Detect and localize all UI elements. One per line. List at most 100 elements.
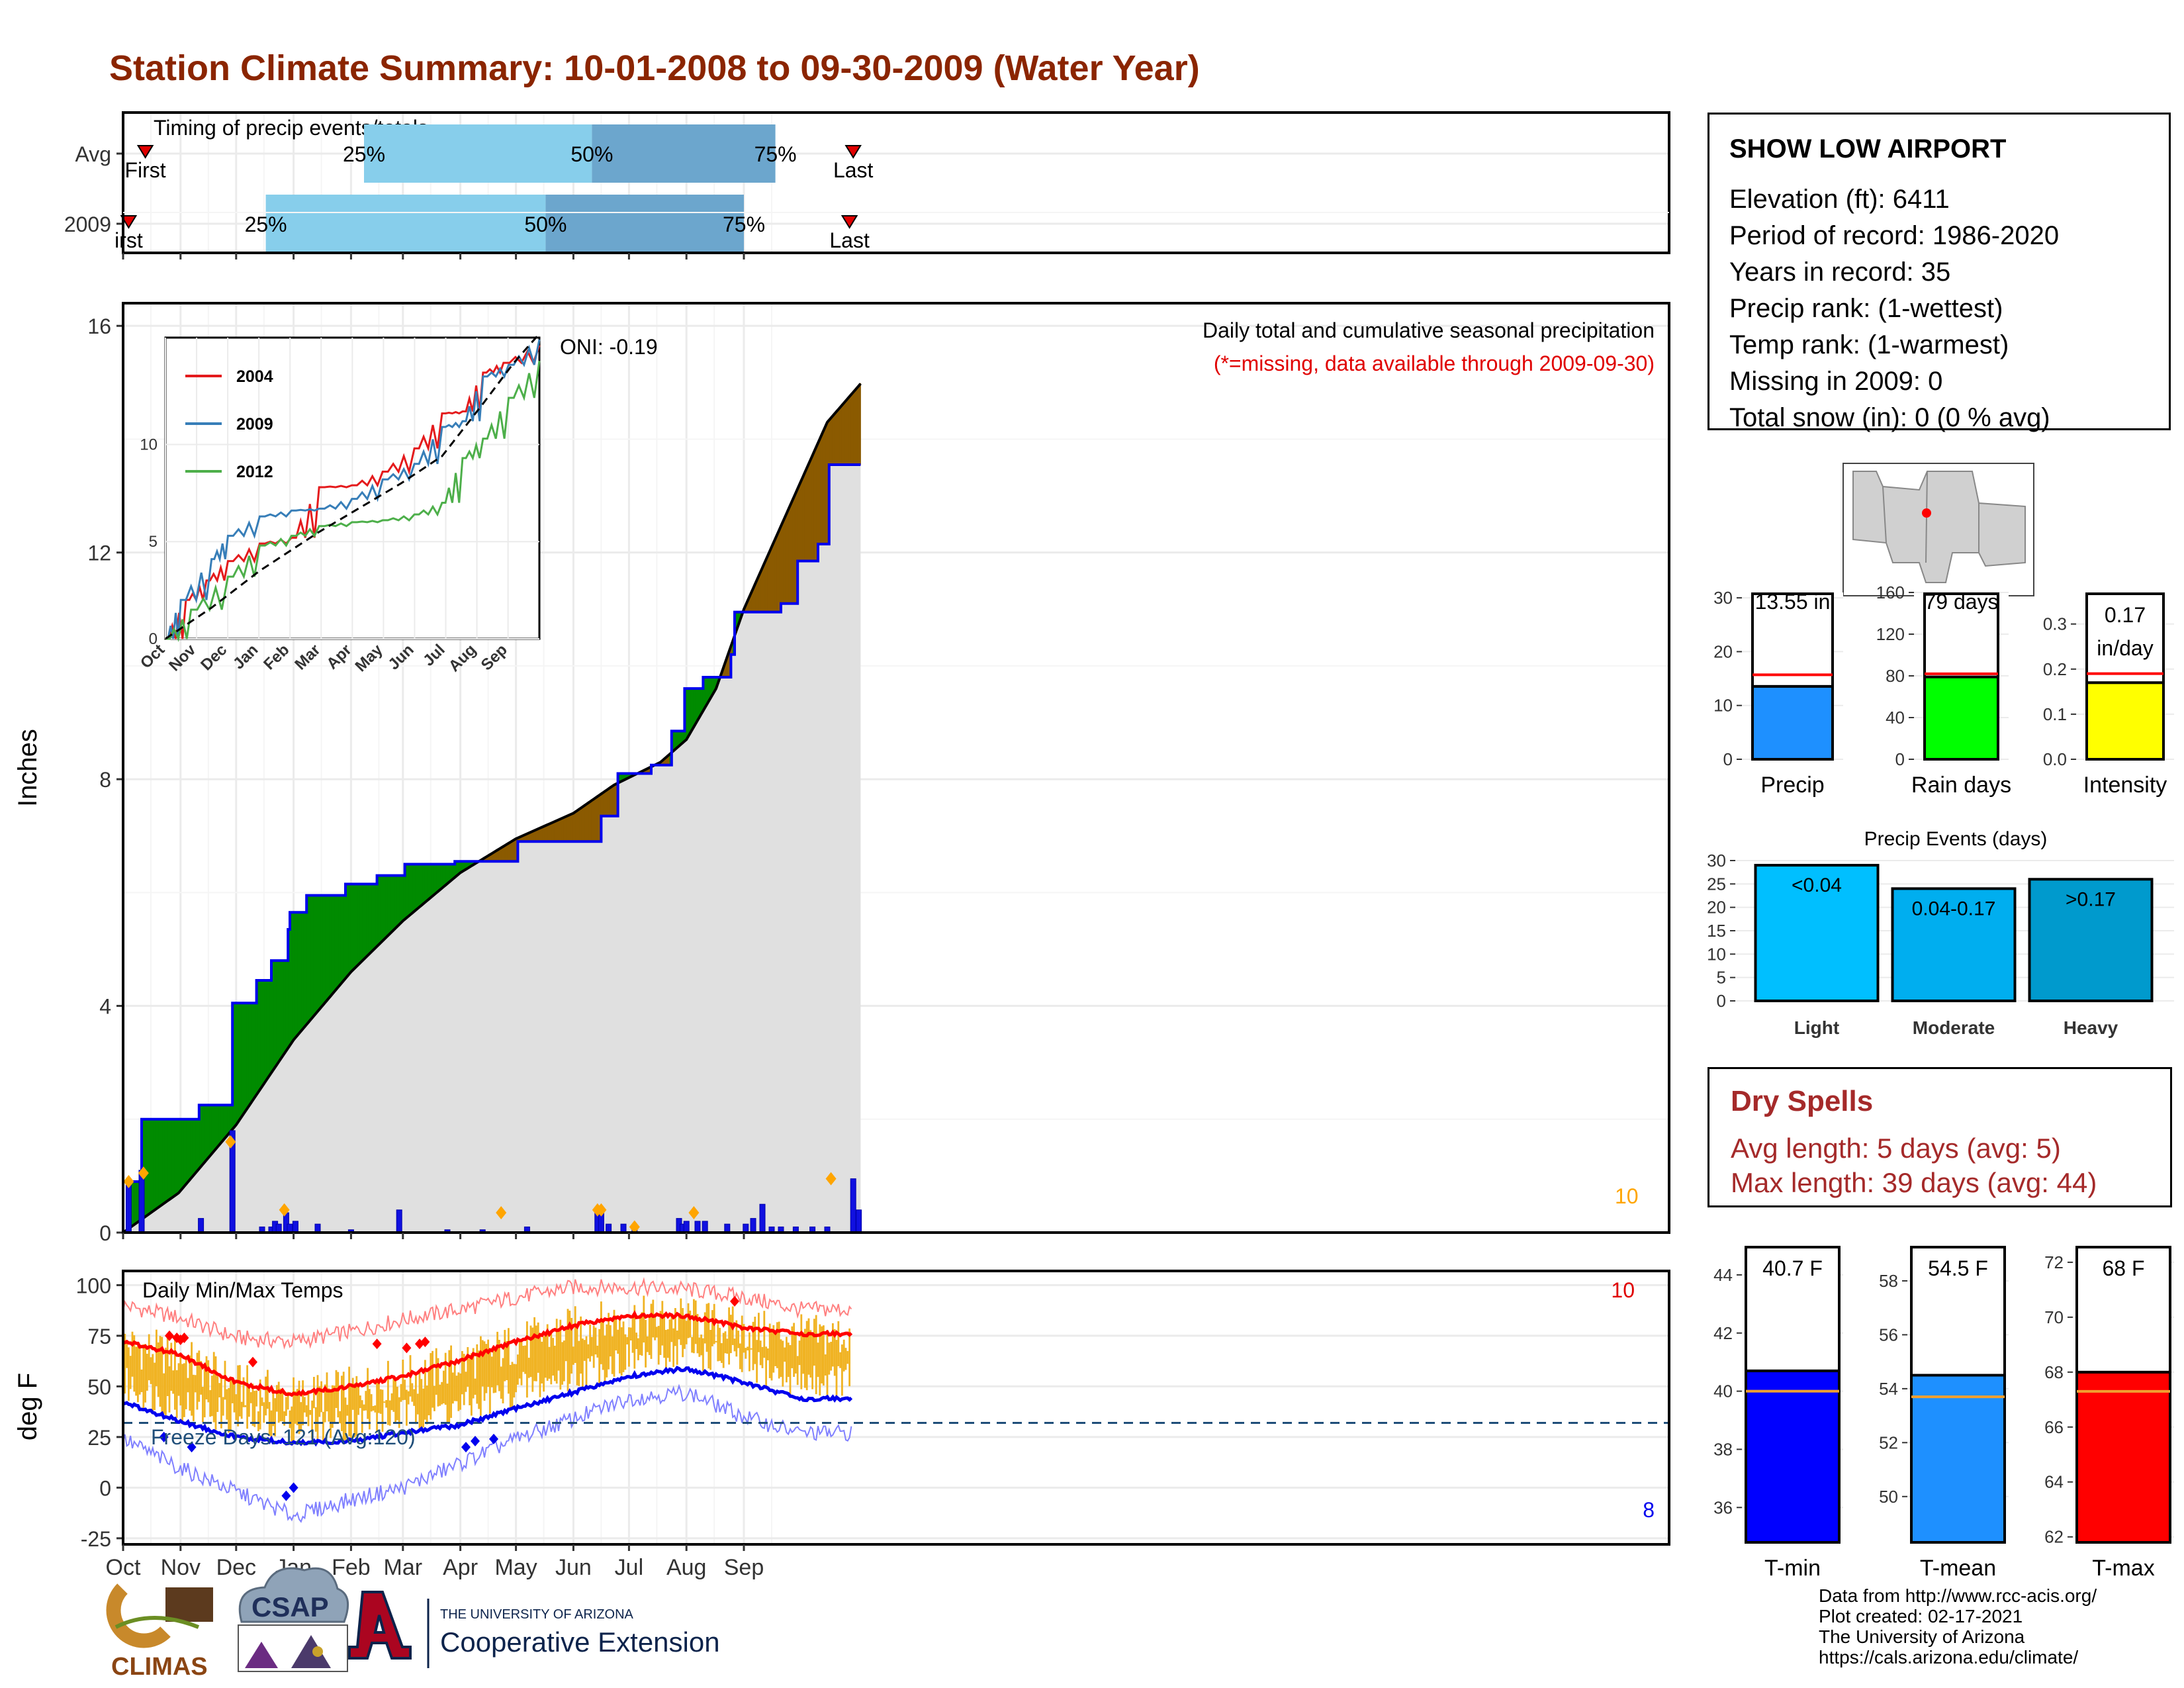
tavg-category-label: T-max [2092,1556,2154,1581]
daily-temp-bar [529,1325,532,1378]
daily-temp-bar [448,1350,451,1423]
daily-temp-bar [224,1360,226,1400]
tavg-value-label: 54.5 F [1928,1256,1988,1280]
daily-record-marker [279,1203,290,1217]
station-row: Temp rank: (1-warmest) [1729,330,2009,359]
daily-temp-bar [594,1327,597,1355]
daily-temp-bar [844,1348,847,1370]
station-row: Period of record: 1986-2020 [1729,221,2060,250]
daily-temp-bar [156,1329,158,1387]
daily-temp-bar [515,1364,517,1393]
daily-temp-bar [404,1380,406,1400]
daily-temp-bar [517,1354,519,1385]
timing-pct-label: 50% [570,142,613,166]
daily-temp-bar [589,1324,591,1362]
daily-temps-panel: -25 0 25 50 75 100 Daily Min/Max Temps Freeze D… [13,1270,1670,1580]
daily-temp-bar [359,1395,361,1409]
daily-temp-bar [135,1346,137,1396]
credits: Data from http://www.rcc-acis.org/Plot c… [1819,1585,2097,1667]
daily-temp-bar [339,1411,341,1424]
daily-temp-bar [687,1303,690,1338]
daily-temp-bar [552,1338,554,1376]
daily-temp-bar [196,1352,199,1410]
daily-temp-bar [498,1340,500,1391]
daily-temp-bar [257,1411,259,1432]
timing-frame [122,111,1670,254]
y-tick-label: 70 [2044,1307,2064,1327]
station-location-marker [1922,508,1931,518]
timing-pct-label: 75% [754,142,797,166]
daily-temp-bar [548,1346,551,1379]
daily-temp-bar [705,1303,708,1352]
daily-temp-bar [778,1321,780,1379]
daily-temp-bar [717,1324,719,1362]
avg-min-line [122,1366,853,1447]
record-low-marker [281,1490,291,1501]
daily-temp-bar [471,1353,473,1416]
record-low-marker [289,1482,298,1493]
daily-temp-bar [450,1345,452,1418]
timing-bar-25-50 [364,124,592,183]
daily-temp-bar [728,1307,730,1365]
dry-spells-title: Dry Spells [1731,1085,1874,1117]
daily-temp-bar [415,1374,417,1425]
daily-temp-bar [786,1336,788,1383]
daily-temp-bar [811,1334,813,1389]
timing-bar-25-50 [265,195,546,253]
daily-temp-bar [524,1345,526,1374]
daily-temp-bar [496,1331,498,1385]
daily-temp-bar [214,1356,217,1430]
daily-temp-bar [617,1329,619,1354]
daily-temp-bar [543,1336,545,1392]
totals-bar-frame-2 [2085,592,2165,684]
event-bar-heavy [2028,878,2154,1003]
y-tick-label: 44 [1713,1265,1733,1285]
timing-bar-50-75 [545,195,744,253]
event-category-label: Light [1794,1017,1839,1038]
daily-temp-bar [283,1411,285,1426]
oni-annotation: ONI: -0.19 [560,335,658,359]
daily-temp-bar [328,1388,330,1422]
station-row: Total snow (in): 0 (0 % avg) [1729,403,2050,432]
daily-temp-bar [776,1322,778,1368]
y-tick-label: 25 [87,1426,111,1450]
timing-pct-label: 25% [343,142,385,166]
daily-temp-bar [648,1314,651,1355]
daily-temp-bar [678,1315,680,1340]
daily-temp-bar [205,1356,208,1400]
daily-temp-bar [492,1345,495,1393]
avg-max-line [122,1310,853,1397]
totals-category-label: Intensity [2083,773,2167,798]
daily-temp-bar [272,1391,275,1427]
daily-temp-bar [545,1336,547,1378]
daily-temp-bar [483,1341,486,1401]
record-high-marker [248,1356,257,1368]
daily-temp-bar [291,1406,293,1443]
precip-events-panel: 0 5 10 15 20 25 30 Precip Events (days) <0.04 Lig… [1707,828,2174,1038]
daily-temp-bar [668,1319,671,1362]
daily-temp-bar [348,1366,350,1436]
departure-segment [858,383,861,465]
daily-temp-bar [842,1339,845,1372]
daily-temp-bar [531,1327,534,1392]
daily-temp-bar [802,1332,804,1374]
daily-temp-bar [307,1390,310,1427]
daily-temp-bar [302,1380,304,1426]
daily-temp-bar [459,1373,461,1410]
daily-temp-bar [791,1326,794,1368]
totals-value-label: 0.17 [2105,603,2146,627]
daily-temp-bar [222,1397,224,1416]
daily-temp-bar [452,1372,454,1404]
y-tick-label: 50 [1879,1487,1898,1507]
daily-temp-bar [320,1381,322,1413]
daily-temp-bar [446,1383,449,1423]
daily-temp-bar [268,1401,271,1436]
daily-temp-bar [444,1352,447,1405]
x-tick-label: Jun [555,1555,592,1580]
daily-temp-bar [502,1358,504,1404]
daily-temp-bar [311,1400,313,1439]
tavg-bar-frame-2 [2075,1246,2171,1374]
daily-temp-bar [830,1341,832,1371]
daily-temp-bar [767,1348,769,1360]
daily-temp-bar [150,1357,152,1384]
